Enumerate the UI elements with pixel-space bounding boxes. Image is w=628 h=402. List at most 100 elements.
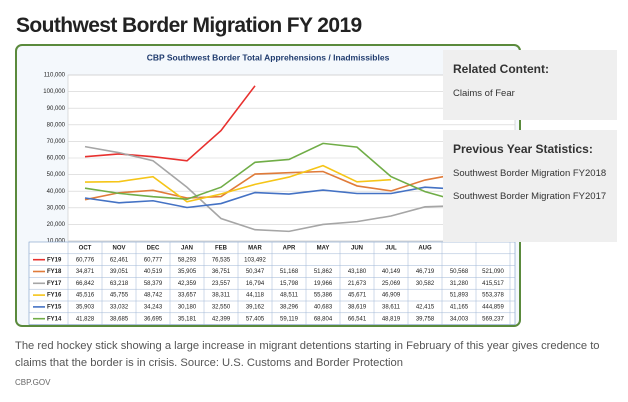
table-cell: 40,149 — [382, 269, 401, 275]
legend-label: FY15 — [47, 304, 62, 310]
table-cell: 46,719 — [416, 269, 435, 275]
table-cell: 48,511 — [280, 293, 299, 299]
table-cell: 39,051 — [110, 269, 129, 275]
table-cell: 62,461 — [110, 257, 129, 263]
table-cell: 44,118 — [246, 293, 265, 299]
table-cell: 50,568 — [450, 269, 469, 275]
previous-link[interactable]: Southwest Border Migration FY2017 — [453, 191, 607, 202]
table-cell: 40,683 — [314, 304, 333, 310]
legend-label: FY18 — [47, 269, 62, 275]
table-total: 553,378 — [482, 293, 504, 299]
y-tick-label: 50,000 — [47, 172, 66, 178]
table-cell: 58,379 — [144, 281, 163, 287]
legend-label: FY19 — [47, 257, 62, 263]
y-tick-label: 60,000 — [47, 156, 66, 162]
table-cell: 39,758 — [416, 316, 435, 322]
x-tick-label: JUN — [351, 245, 363, 251]
table-cell: 43,180 — [348, 269, 367, 275]
table-cell: 58,293 — [178, 257, 197, 263]
table-cell: 46,909 — [382, 293, 401, 299]
series-line — [84, 85, 256, 162]
table-cell: 66,541 — [348, 316, 367, 322]
series-line — [84, 142, 460, 202]
table-cell: 19,966 — [314, 281, 333, 287]
table-cell: 34,871 — [76, 269, 95, 275]
table-cell: 41,165 — [450, 304, 469, 310]
table-cell: 38,685 — [110, 316, 129, 322]
y-tick-label: 30,000 — [47, 205, 66, 211]
x-tick-label: APR — [283, 245, 296, 251]
chart: CBP Southwest Border Total Apprehensions… — [15, 44, 521, 327]
series-line — [84, 145, 460, 233]
legend-label: FY17 — [47, 281, 62, 287]
table-cell: 35,905 — [178, 269, 197, 275]
chart-title: CBP Southwest Border Total Apprehensions… — [147, 52, 390, 62]
table-cell: 23,557 — [212, 281, 231, 287]
y-tick-label: 80,000 — [47, 122, 66, 128]
x-tick-label: NOV — [112, 245, 125, 251]
panel-heading: Related Content: — [453, 62, 549, 76]
related-link[interactable]: Claims of Fear — [453, 88, 515, 99]
table-cell: 60,777 — [144, 257, 163, 263]
legend-label: FY14 — [47, 316, 62, 322]
table-cell: 25,069 — [382, 281, 401, 287]
table-cell: 34,243 — [144, 304, 163, 310]
table-cell: 30,180 — [178, 304, 197, 310]
table-cell: 21,673 — [348, 281, 367, 287]
previous-link[interactable]: Southwest Border Migration FY2018 — [453, 168, 607, 179]
x-tick-label: MAR — [248, 245, 262, 251]
table-cell: 76,535 — [212, 257, 231, 263]
legend-label: FY16 — [47, 293, 62, 299]
y-tick-label: 40,000 — [47, 189, 66, 195]
x-tick-label: JUL — [385, 245, 397, 251]
table-cell: 60,776 — [76, 257, 95, 263]
table-cell: 68,804 — [314, 316, 333, 322]
table-cell: 32,550 — [212, 304, 231, 310]
table-cell: 57,405 — [246, 316, 265, 322]
table-cell: 33,032 — [110, 304, 129, 310]
table-cell: 38,296 — [280, 304, 299, 310]
table-cell: 45,755 — [110, 293, 129, 299]
x-tick-label: OCT — [79, 245, 92, 251]
table-cell: 51,893 — [450, 293, 469, 299]
table-cell: 42,359 — [178, 281, 197, 287]
table-cell: 16,794 — [246, 281, 265, 287]
table-cell: 15,798 — [280, 281, 299, 287]
table-cell: 31,280 — [450, 281, 469, 287]
table-cell: 38,611 — [382, 304, 401, 310]
table-cell: 45,671 — [348, 293, 367, 299]
x-tick-label: DEC — [147, 245, 160, 251]
x-tick-label: FEB — [215, 245, 228, 251]
y-tick-label: 20,000 — [47, 222, 66, 228]
table-cell: 48,742 — [144, 293, 163, 299]
y-tick-label: 10,000 — [47, 239, 66, 245]
table-total: 569,237 — [482, 316, 504, 322]
table-cell: 63,218 — [110, 281, 129, 287]
table-cell: 35,903 — [76, 304, 95, 310]
table-cell: 40,519 — [144, 269, 163, 275]
y-tick-label: 70,000 — [47, 139, 66, 145]
table-total: 521,090 — [482, 269, 504, 275]
table-cell: 38,311 — [212, 293, 231, 299]
table-cell: 45,516 — [76, 293, 95, 299]
series-line — [84, 170, 460, 201]
x-tick-label: AUG — [418, 245, 432, 251]
series-line — [84, 186, 460, 209]
table-cell: 34,003 — [450, 316, 469, 322]
table-cell: 36,695 — [144, 316, 163, 322]
table-cell: 50,347 — [246, 269, 265, 275]
table-cell: 42,399 — [212, 316, 231, 322]
table-cell: 55,386 — [314, 293, 333, 299]
y-tick-label: 100,000 — [43, 89, 65, 95]
table-cell: 48,819 — [382, 316, 401, 322]
table-cell: 35,181 — [178, 316, 197, 322]
panel-heading: Previous Year Statistics: — [453, 142, 593, 156]
x-tick-label: JAN — [181, 245, 193, 251]
table-cell: 42,415 — [416, 304, 435, 310]
table-cell: 39,162 — [246, 304, 265, 310]
table-cell: 103,492 — [244, 257, 266, 263]
table-cell: 36,751 — [212, 269, 231, 275]
y-tick-label: 90,000 — [47, 106, 66, 112]
source: CBP.GOV — [15, 378, 51, 387]
